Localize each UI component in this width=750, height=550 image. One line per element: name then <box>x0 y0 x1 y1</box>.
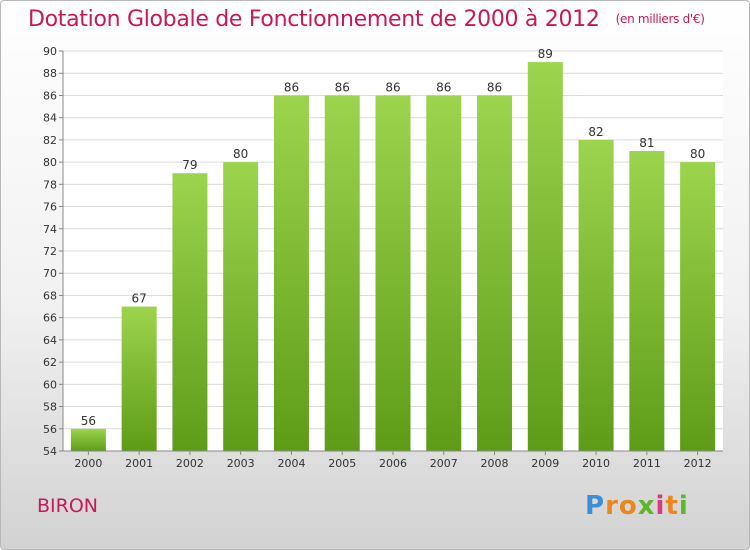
logo-letter: P <box>585 491 606 521</box>
y-tick-label: 66 <box>43 312 57 325</box>
x-tick-label: 2001 <box>125 457 153 470</box>
chart-unit: (en milliers d'€) <box>615 12 705 26</box>
y-tick-label: 82 <box>43 134 57 147</box>
bar-value-label: 80 <box>233 147 248 161</box>
x-tick-label: 2010 <box>582 457 610 470</box>
chart-title: Dotation Globale de Fonctionnement de 20… <box>28 7 705 32</box>
bar-2003 <box>223 162 259 451</box>
y-tick-label: 86 <box>43 89 57 102</box>
y-tick-label: 80 <box>43 156 57 169</box>
x-tick-label: 2008 <box>481 457 509 470</box>
y-tick-label: 58 <box>43 401 57 414</box>
logo-letter: i <box>655 491 666 521</box>
bar-value-label: 81 <box>639 136 654 150</box>
bar-2007 <box>426 95 462 451</box>
y-tick-label: 78 <box>43 178 57 191</box>
x-tick-label: 2003 <box>227 457 255 470</box>
y-tick-label: 62 <box>43 356 57 369</box>
bar-2011 <box>629 151 665 451</box>
logo-letter: x <box>637 491 656 521</box>
bar-value-label: 80 <box>690 147 705 161</box>
y-tick-label: 70 <box>43 267 57 280</box>
x-tick-label: 2006 <box>379 457 407 470</box>
bar-value-label: 86 <box>385 80 400 94</box>
x-axis: 2000 2001 2002 2003 2004 2005 2006 2007 2008 2009… <box>63 450 723 470</box>
bar-value-label: 86 <box>335 80 350 94</box>
x-tick-label: 2009 <box>531 457 559 470</box>
y-tick-label: 56 <box>43 423 57 436</box>
bar-value-label: 82 <box>588 125 603 139</box>
bar-2012 <box>680 162 716 451</box>
logo-letter: t <box>665 491 679 521</box>
y-tick-label: 60 <box>43 378 57 391</box>
bar-value-label: 86 <box>284 80 299 94</box>
bar-2005 <box>324 95 360 451</box>
y-tick-label: 76 <box>43 201 57 214</box>
bar-2008 <box>477 95 513 451</box>
bar-value-label: 89 <box>538 47 553 61</box>
bars: 56 67 79 80 86 86 86 86 86 89 82 81 80 <box>70 47 716 451</box>
logo-letter: i <box>678 491 689 521</box>
y-tick-label: 84 <box>43 112 57 125</box>
bar-2000 <box>70 428 106 451</box>
bar-value-label: 86 <box>487 80 502 94</box>
chart-title-text: Dotation Globale de Fonctionnement de 20… <box>28 7 600 32</box>
bar-2009 <box>527 62 563 451</box>
x-tick-label: 2000 <box>74 457 102 470</box>
y-tick-label: 90 <box>43 45 57 58</box>
x-tick-label: 2012 <box>684 457 712 470</box>
y-tick-label: 72 <box>43 245 57 258</box>
bar-2006 <box>375 95 411 451</box>
y-tick-label: 74 <box>43 223 57 236</box>
x-tick-label: 2011 <box>633 457 661 470</box>
commune-name: BIRON <box>37 495 99 517</box>
x-tick-label: 2007 <box>430 457 458 470</box>
proxiti-logo: Proxiti <box>585 491 689 521</box>
bar-value-label: 86 <box>436 80 451 94</box>
bar-value-label: 67 <box>132 292 147 306</box>
y-tick-label: 88 <box>43 67 57 80</box>
bar-2010 <box>578 139 614 451</box>
bar-2004 <box>273 95 309 451</box>
x-tick-label: 2005 <box>328 457 356 470</box>
bar-value-label: 79 <box>182 158 197 172</box>
y-axis: 54 56 58 60 62 64 66 68 70 72 74 76 78 80 82 84 86 88 90 <box>43 45 64 458</box>
logo-letter: r <box>605 491 619 521</box>
x-tick-label: 2004 <box>277 457 305 470</box>
y-tick-label: 54 <box>43 445 57 458</box>
logo-letter: o <box>618 491 638 521</box>
y-tick-label: 68 <box>43 289 57 302</box>
bar-2001 <box>121 306 157 451</box>
bar-2002 <box>172 173 208 451</box>
y-tick-label: 64 <box>43 334 57 347</box>
bar-value-label: 56 <box>81 414 96 428</box>
x-tick-label: 2002 <box>176 457 204 470</box>
